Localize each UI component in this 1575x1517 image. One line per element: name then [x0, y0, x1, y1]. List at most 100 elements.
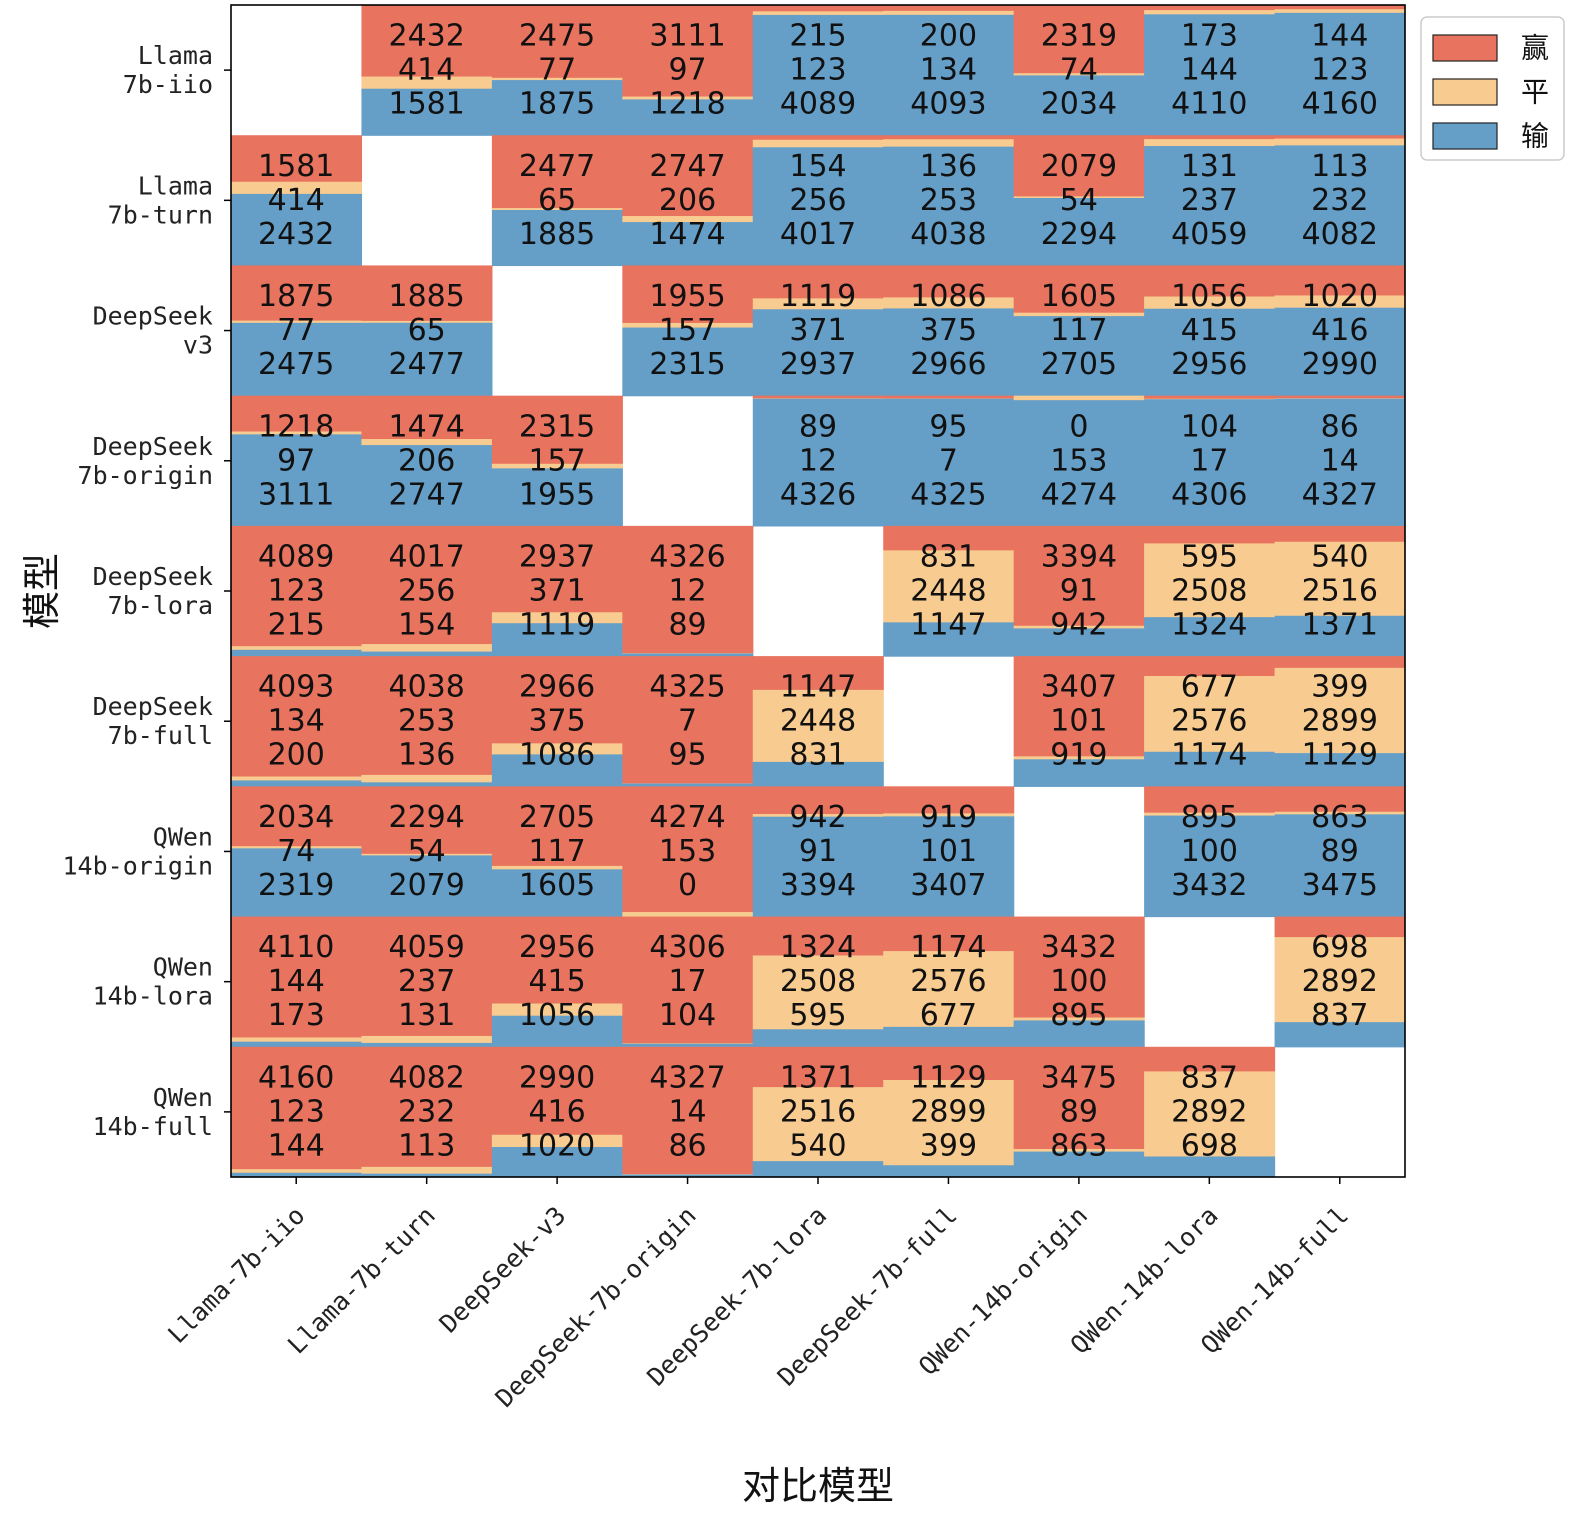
- cell-win-value: 1086: [910, 279, 986, 314]
- cell-draw-segment: [1274, 295, 1406, 309]
- cell-draw-value: 2516: [1302, 574, 1378, 609]
- cell-draw-value: 91: [799, 834, 837, 869]
- cell-loss-value: 2475: [258, 347, 334, 382]
- cell-draw-segment: [883, 1079, 1015, 1166]
- cell-loss-segment: [361, 1173, 493, 1178]
- cell-loss-segment: [883, 14, 1015, 136]
- cell-draw-value: 54: [1060, 183, 1098, 218]
- cell-loss-value: 3111: [258, 477, 334, 512]
- cell-draw-segment: [361, 853, 493, 856]
- cell-win-value: 144: [1311, 19, 1368, 54]
- cell-draw-value: 415: [1181, 313, 1238, 348]
- cell-win-segment: [231, 135, 363, 183]
- cell-win-segment: [231, 525, 363, 647]
- cell-win-segment: [883, 395, 1015, 400]
- cell-win-segment: [1013, 916, 1145, 1019]
- cell-draw-segment: [1013, 625, 1145, 629]
- row-label: 7b-turn: [108, 200, 213, 229]
- cell-loss-value: 399: [920, 1128, 977, 1163]
- legend-swatch-win: [1432, 34, 1498, 62]
- cell-draw-value: 101: [920, 834, 977, 869]
- cell-win-segment: [1144, 5, 1276, 11]
- cell-win-segment: [752, 786, 884, 815]
- row-label: 7b-full: [108, 721, 213, 750]
- cell-win-segment: [883, 916, 1015, 952]
- cell-win-segment: [883, 525, 1015, 551]
- cell-draw-value: 206: [398, 443, 455, 478]
- cell-draw-segment: [883, 550, 1015, 623]
- cell-loss-value: 1147: [910, 608, 986, 643]
- cell-loss-segment: [1274, 398, 1406, 527]
- cell-loss-segment: [231, 848, 363, 918]
- cell-loss-value: 95: [668, 738, 706, 773]
- cell-win-segment: [361, 525, 493, 645]
- cell-loss-value: 831: [789, 738, 846, 773]
- cell-draw-value: 123: [1311, 53, 1368, 88]
- cell-draw-value: 2448: [780, 704, 856, 739]
- row-label: QWen: [153, 822, 213, 851]
- cell-loss-value: 0: [678, 868, 697, 903]
- cell-loss-segment: [491, 869, 623, 918]
- cell-draw-value: 77: [277, 313, 315, 348]
- cell-draw-segment: [1013, 196, 1145, 199]
- cell-win-value: 1371: [780, 1060, 856, 1095]
- cell-loss-value: 2477: [388, 347, 464, 382]
- cell-loss-value: 1020: [519, 1128, 595, 1163]
- cell-win-value: 3475: [1041, 1060, 1117, 1095]
- row-label: DeepSeek: [93, 432, 213, 461]
- cell-loss-segment: [752, 309, 884, 397]
- cell-loss-value: 136: [398, 738, 455, 773]
- cell-draw-value: 2892: [1302, 964, 1378, 999]
- cell-draw-value: 7: [678, 704, 697, 739]
- cell-draw-value: 2508: [780, 964, 856, 999]
- cell-win-segment: [1144, 395, 1276, 400]
- cell-draw-segment: [1144, 296, 1276, 310]
- cell-draw-value: 375: [528, 704, 585, 739]
- cell-win-segment: [883, 265, 1015, 298]
- cell-loss-value: 4326: [780, 477, 856, 512]
- cell-draw-segment: [1144, 139, 1276, 147]
- cell-loss-segment: [622, 783, 754, 787]
- cell-win-value: 698: [1311, 930, 1368, 965]
- cell-win-segment: [1274, 786, 1406, 813]
- cell-loss-value: 1605: [519, 868, 595, 903]
- cell-draw-value: 89: [1060, 1094, 1098, 1129]
- cell-loss-segment: [883, 816, 1015, 918]
- cell-draw-value: 74: [1060, 53, 1098, 88]
- cell-win-value: 86: [1321, 409, 1359, 444]
- cell-loss-segment: [1274, 615, 1406, 657]
- row-label: QWen: [153, 953, 213, 982]
- cell-win-value: 895: [1181, 800, 1238, 835]
- cell-draw-segment: [1013, 1017, 1145, 1022]
- row-label: Llama: [138, 41, 213, 70]
- cell-win-value: 4325: [649, 670, 725, 705]
- cell-draw-segment: [883, 951, 1015, 1028]
- cell-draw-segment: [752, 298, 884, 310]
- cell-win-value: 1129: [910, 1060, 986, 1095]
- cell-loss-segment: [622, 1043, 754, 1048]
- cell-draw-value: 2899: [910, 1094, 986, 1129]
- cell-draw-segment: [1013, 312, 1145, 317]
- cell-loss-segment: [1274, 753, 1406, 787]
- cell-win-segment: [231, 916, 363, 1039]
- cell-loss-segment: [622, 222, 754, 267]
- cell-loss-value: 1371: [1302, 608, 1378, 643]
- cell-win-value: 1605: [1041, 279, 1117, 314]
- cell-loss-value: 2034: [1041, 87, 1117, 122]
- cell-loss-segment: [1144, 399, 1276, 527]
- row-label: 7b-lora: [108, 591, 213, 620]
- cell-draw-value: 2516: [780, 1094, 856, 1129]
- cell-draw-value: 54: [408, 834, 446, 869]
- cell-win-segment: [1013, 1046, 1145, 1150]
- cell-loss-value: 698: [1181, 1128, 1238, 1163]
- cell-draw-value: 144: [268, 964, 325, 999]
- cell-draw-segment: [361, 644, 493, 653]
- cell-win-value: 1147: [780, 670, 856, 705]
- cell-win-value: 2475: [519, 19, 595, 54]
- cell-loss-segment: [361, 88, 493, 136]
- cell-loss-value: 144: [268, 1128, 325, 1163]
- cell-loss-segment: [1144, 617, 1276, 657]
- cell-win-segment: [1274, 656, 1406, 669]
- cell-loss-segment: [491, 754, 623, 787]
- cell-draw-segment: [361, 439, 493, 446]
